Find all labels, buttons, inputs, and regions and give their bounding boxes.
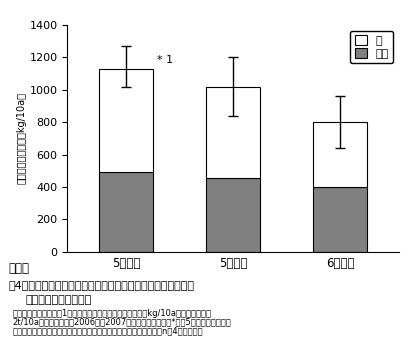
Text: （べこごのみ覚土区）: （べこごのみ覚土区） xyxy=(25,295,92,305)
Text: 播種日については围1に同じ。窒素施肥量は全量茎肥で８kg/10a。前年秋に堆肥: 播種日については围1に同じ。窒素施肥量は全量茎肥で８kg/10a。前年秋に堆肥 xyxy=(13,309,212,318)
Text: 围4．無コーティング直播における播種期別黄熟期全乾物收量: 围4．無コーティング直播における播種期別黄熟期全乾物收量 xyxy=(8,280,194,290)
Text: 量は苗立のない箇所を除く。）。誤差線は全乾物收量の標準誤差（n＝4）を示す。: 量は苗立のない箇所を除く。）。誤差線は全乾物收量の標準誤差（n＝4）を示す。 xyxy=(13,327,203,336)
Text: 播種期: 播種期 xyxy=(8,262,29,275)
Bar xyxy=(99,69,153,172)
Text: * 1: * 1 xyxy=(157,55,173,65)
Legend: 穂, 茎葉: 穂, 茎葉 xyxy=(350,31,394,63)
Y-axis label: 黄熟期全乾物收量（kg/10a）: 黄熟期全乾物收量（kg/10a） xyxy=(16,92,26,184)
Text: 2t/10aを散布。数値は2006年、2007年の平均値を示す（*１：5月上旬播種区の収: 2t/10aを散布。数値は2006年、2007年の平均値を示す（*１：5月上旬播… xyxy=(13,318,231,327)
Bar xyxy=(206,178,260,252)
Bar xyxy=(99,172,153,252)
Bar xyxy=(313,187,367,252)
Bar xyxy=(313,122,367,187)
Bar xyxy=(206,86,260,178)
